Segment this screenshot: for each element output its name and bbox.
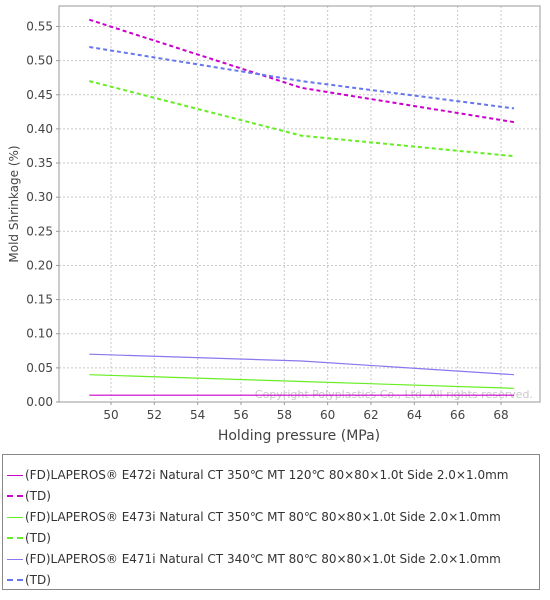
- y-tick-label: 0.20: [26, 258, 53, 272]
- y-tick-label: 0.55: [26, 19, 53, 33]
- y-tick-label: 0.00: [26, 395, 53, 409]
- legend-item-e473i-fd: (FD)LAPEROS® E473i Natural CT 350℃ MT 80…: [7, 507, 501, 527]
- x-tick-label: 66: [450, 408, 465, 422]
- series: [88, 18, 515, 396]
- legend-label: (FD)LAPEROS® E471i Natural CT 340℃ MT 80…: [25, 552, 501, 566]
- legend-swatch: [7, 579, 23, 581]
- y-tick-label: 0.30: [26, 190, 53, 204]
- legend-label: (FD)LAPEROS® E472i Natural CT 350℃ MT 12…: [25, 468, 509, 482]
- legend-item-e472i-td: (TD): [7, 486, 51, 506]
- x-tick-label: 64: [407, 408, 422, 422]
- x-tick-label: 68: [493, 408, 508, 422]
- legend-swatch: [7, 516, 23, 518]
- y-tick-label: 0.35: [26, 156, 53, 170]
- legend-swatch: [7, 474, 23, 476]
- series-line-5: [89, 46, 515, 110]
- y-tick-label: 0.40: [26, 122, 53, 136]
- series-line-1: [88, 18, 515, 124]
- y-tick-label: 0.50: [26, 54, 53, 68]
- watermark: Copyright Polyplastics Co., Ltd. All rig…: [255, 388, 533, 401]
- legend-label: (FD)LAPEROS® E473i Natural CT 350℃ MT 80…: [25, 510, 501, 524]
- y-tick-label: 0.15: [26, 293, 53, 307]
- y-tick-label: 0.10: [26, 327, 53, 341]
- x-axis-title: Holding pressure (MPa): [218, 428, 380, 444]
- y-tick-label: 0.05: [26, 361, 53, 375]
- x-tick-label: 52: [147, 408, 162, 422]
- legend-label: (TD): [25, 531, 51, 545]
- legend: (FD)LAPEROS® E472i Natural CT 350℃ MT 12…: [2, 454, 540, 590]
- legend-label: (TD): [25, 573, 51, 587]
- x-tick-label: 58: [277, 408, 292, 422]
- x-tick-label: 60: [320, 408, 335, 422]
- legend-item-e472i-fd: (FD)LAPEROS® E472i Natural CT 350℃ MT 12…: [7, 465, 508, 485]
- x-tick-label: 50: [103, 408, 118, 422]
- y-tick-label: 0.45: [26, 88, 53, 102]
- y-tick-label: 0.25: [26, 224, 53, 238]
- series-line-2: [89, 374, 515, 389]
- x-tick-label: 56: [233, 408, 248, 422]
- legend-item-e471i-fd: (FD)LAPEROS® E471i Natural CT 340℃ MT 80…: [7, 549, 501, 569]
- legend-label: (TD): [25, 489, 51, 503]
- legend-swatch: [7, 537, 23, 539]
- legend-item-e473i-td: (TD): [7, 528, 51, 548]
- y-axis-ticks: 0.00 0.05 0.10 0.15 0.20 0.25 0.30 0.35 0.40 0.45…: [26, 19, 59, 409]
- plot-area-border: [58, 5, 541, 403]
- chart: 0.00 0.05 0.10 0.15 0.20 0.25 0.30 0.35 0.40 0.45…: [7, 5, 541, 444]
- series-line-3: [89, 80, 515, 158]
- legend-swatch: [7, 495, 23, 497]
- x-tick-label: 62: [363, 408, 378, 422]
- grid: [59, 6, 540, 403]
- x-axis-ticks: 50 52 54 56 58 60 62 64 66 68: [103, 402, 509, 422]
- series-line-4: [89, 353, 515, 376]
- x-tick-label: 54: [190, 408, 205, 422]
- legend-item-e471i-td: (TD): [7, 570, 51, 590]
- y-axis-title: Mold Shrinkage (%): [7, 145, 21, 262]
- legend-swatch: [7, 558, 23, 560]
